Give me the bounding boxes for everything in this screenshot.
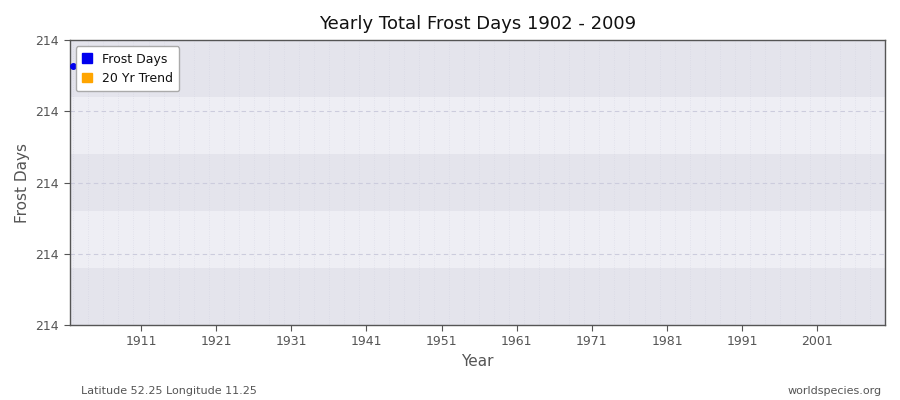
Text: Latitude 52.25 Longitude 11.25: Latitude 52.25 Longitude 11.25: [81, 386, 256, 396]
Bar: [69, 154, 885, 211]
Bar: [69, 97, 885, 154]
Bar: [69, 268, 885, 325]
Bar: [69, 40, 885, 97]
Y-axis label: Frost Days: Frost Days: [15, 142, 30, 222]
Title: Yearly Total Frost Days 1902 - 2009: Yearly Total Frost Days 1902 - 2009: [319, 15, 636, 33]
X-axis label: Year: Year: [461, 354, 493, 369]
Bar: [69, 211, 885, 268]
Legend: Frost Days, 20 Yr Trend: Frost Days, 20 Yr Trend: [76, 46, 179, 91]
Text: worldspecies.org: worldspecies.org: [788, 386, 882, 396]
